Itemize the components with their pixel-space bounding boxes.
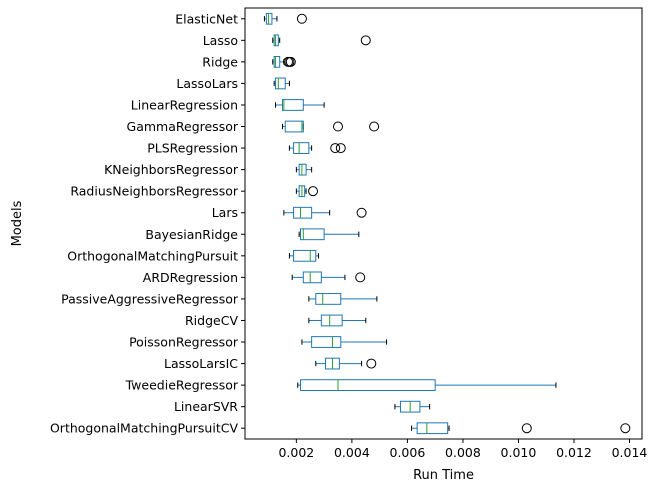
- box-iqr: [293, 142, 310, 154]
- box-iqr: [311, 336, 342, 348]
- box-group: [272, 55, 296, 68]
- box-iqr: [416, 422, 449, 435]
- box-group: [291, 271, 366, 284]
- box-group: [411, 422, 631, 435]
- flier-point: [366, 358, 377, 369]
- box-group: [275, 99, 325, 111]
- box-iqr: [281, 99, 304, 111]
- box-iqr: [273, 34, 279, 47]
- box-group: [288, 142, 346, 154]
- box-iqr: [300, 228, 325, 241]
- box-iqr: [315, 293, 342, 305]
- y-tick-label: PassiveAggressiveRegressor: [61, 291, 239, 306]
- box-iqr: [273, 55, 281, 68]
- flier-point: [369, 121, 380, 132]
- box-group: [288, 249, 320, 262]
- y-tick-label: ARDRegression: [143, 270, 238, 285]
- y-tick-label: Lasso: [203, 33, 238, 48]
- box-group: [281, 120, 380, 133]
- box-group: [298, 228, 360, 241]
- x-tick-label: 0.006: [390, 445, 426, 460]
- flier-point: [308, 186, 319, 197]
- box-group: [272, 34, 371, 47]
- box-group: [283, 206, 367, 219]
- flier-point: [355, 272, 366, 283]
- y-tick-label: GammaRegressor: [127, 119, 239, 134]
- flier-point: [360, 35, 371, 46]
- box-group: [308, 314, 367, 327]
- flier-point: [335, 143, 346, 154]
- y-tick-label: Ridge: [202, 54, 238, 69]
- y-axis-label: Models: [10, 200, 25, 246]
- box-group: [297, 379, 557, 392]
- y-axis: ElasticNet Lasso Ridge LassoLars LinearRegre…: [50, 11, 245, 436]
- box-group: [263, 12, 307, 25]
- flier-point: [285, 56, 296, 67]
- box-iqr: [293, 249, 317, 262]
- flier-point: [296, 13, 307, 24]
- plot-area: [263, 12, 631, 435]
- y-tick-label: PLSRegression: [147, 141, 238, 156]
- box-group: [273, 77, 290, 90]
- x-tick-label: 0.010: [501, 445, 537, 460]
- y-tick-label: BayesianRidge: [145, 227, 238, 242]
- x-tick-label: 0.004: [334, 445, 370, 460]
- flier-point: [521, 423, 532, 434]
- y-tick-label: RadiusNeighborsRegressor: [70, 184, 238, 199]
- y-tick-label: TweedieRegressor: [125, 378, 239, 393]
- y-tick-label: OrthogonalMatchingPursuit: [67, 248, 238, 263]
- x-tick-label: 0.002: [278, 445, 314, 460]
- y-tick-label: PoissonRegressor: [129, 335, 239, 350]
- y-tick-label: LassoLars: [176, 76, 238, 91]
- flier-point: [620, 423, 631, 434]
- box-group: [295, 163, 313, 176]
- box-iqr: [293, 206, 313, 219]
- x-tick-label: 0.014: [612, 445, 648, 460]
- x-tick-label: 0.008: [445, 445, 481, 460]
- box-group: [301, 336, 388, 348]
- box-iqr: [302, 271, 322, 284]
- y-tick-label: RidgeCV: [185, 313, 238, 328]
- box-group: [295, 185, 319, 198]
- y-tick-label: KNeighborsRegressor: [104, 162, 239, 177]
- flier-point: [330, 143, 341, 154]
- y-tick-label: LassoLarsIC: [164, 356, 238, 371]
- box-iqr: [284, 120, 304, 133]
- x-tick-label: 0.012: [556, 445, 592, 460]
- box-iqr: [298, 163, 307, 176]
- box-group: [315, 357, 377, 370]
- y-tick-label: LinearSVR: [174, 399, 238, 414]
- box-iqr: [320, 314, 343, 327]
- y-tick-label: ElasticNet: [175, 11, 238, 26]
- flier-point: [356, 207, 367, 218]
- box-group: [394, 400, 431, 413]
- box-iqr: [265, 12, 273, 25]
- y-tick-label: LinearRegression: [131, 97, 238, 112]
- box-group: [308, 293, 378, 305]
- x-axis: 0.002 0.004 0.006 0.008 0.010 0.012 0.014: [278, 439, 647, 460]
- flier-point: [333, 121, 344, 132]
- box-iqr: [300, 379, 436, 392]
- x-axis-label: Run Time: [413, 468, 474, 483]
- axes-frame: [244, 7, 643, 440]
- box-iqr: [275, 77, 286, 90]
- y-tick-label: Lars: [212, 205, 238, 220]
- y-tick-label: OrthogonalMatchingPursuitCV: [50, 421, 238, 436]
